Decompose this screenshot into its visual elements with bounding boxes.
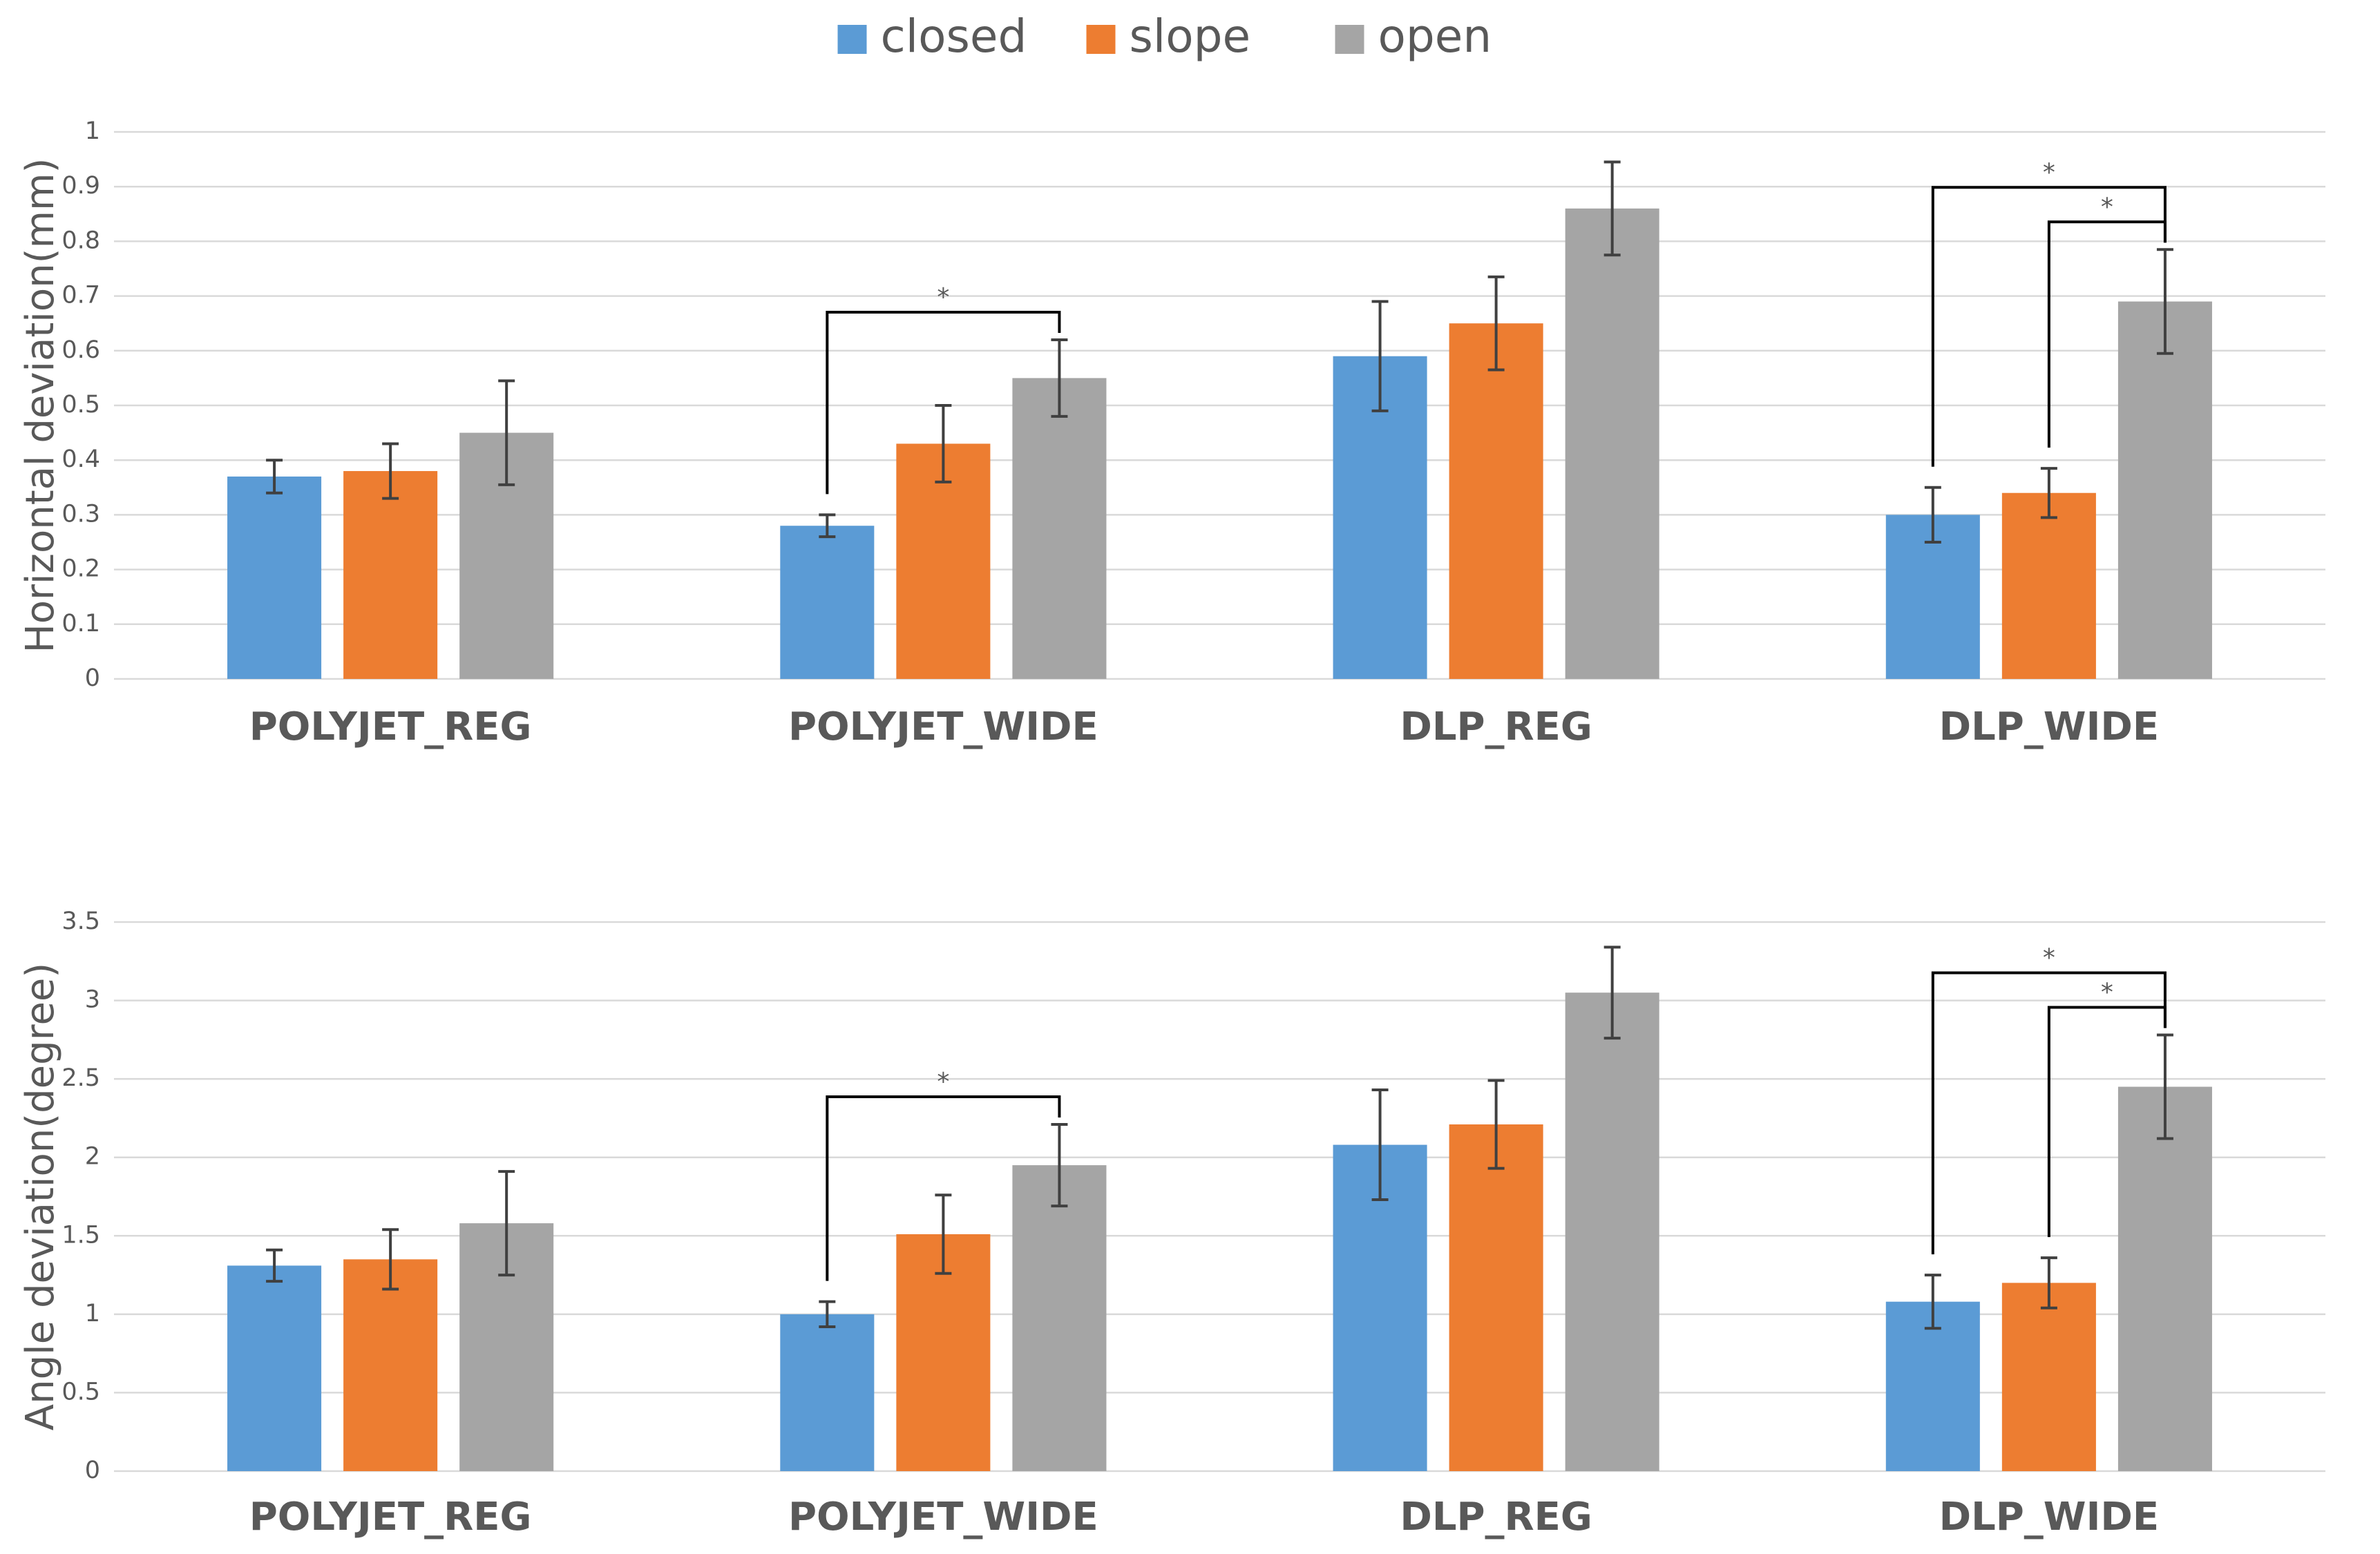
bar: [2117, 1086, 2212, 1471]
y-tick-label: 0.5: [61, 391, 100, 419]
bar: [343, 471, 438, 679]
x-tick-label: DLP_WIDE: [1939, 1495, 2160, 1539]
legend-swatch: [1086, 25, 1116, 54]
error-bar: [266, 459, 283, 495]
bar: [1565, 208, 1659, 679]
y-tick-label: 0.2: [61, 555, 100, 583]
significance-label: *: [2101, 193, 2113, 221]
legend-label: slope: [1130, 10, 1251, 63]
y-tick-label: 3.5: [61, 908, 100, 935]
error-bar: [819, 1300, 836, 1329]
error-bar: [1603, 160, 1621, 257]
error-bar: [1371, 1088, 1389, 1202]
bar: [1449, 1124, 1543, 1471]
y-tick-label: 0.4: [61, 445, 100, 473]
bar: [2117, 301, 2212, 679]
error-bar: [2156, 1033, 2173, 1140]
error-bar: [2040, 1256, 2057, 1310]
error-bar: [1924, 1274, 1941, 1330]
error-bar: [1487, 1079, 1505, 1170]
y-tick-label: 1: [85, 117, 100, 145]
error-bar: [1924, 486, 1941, 544]
significance-label: *: [937, 1068, 949, 1096]
bar: [1012, 1165, 1107, 1471]
bar: [2001, 492, 2096, 679]
bar: [2001, 1283, 2096, 1471]
x-tick-label: DLP_WIDE: [1939, 704, 2160, 749]
x-tick-label: POLYJET_WIDE: [788, 704, 1098, 749]
bar: [780, 1314, 875, 1471]
bar: [227, 1265, 322, 1471]
error-bar: [935, 404, 952, 483]
y-tick-label: 0.6: [61, 336, 100, 364]
significance-label: *: [2043, 158, 2055, 186]
error-bar: [498, 1170, 515, 1277]
significance-bracket: [2047, 220, 2167, 448]
legend-swatch: [1335, 25, 1364, 54]
bar: [1885, 1301, 1980, 1471]
significance-label: *: [937, 283, 949, 311]
error-bar: [1487, 275, 1505, 372]
y-axis-title: Angle deviation(degree): [18, 963, 63, 1430]
significance-label: *: [2101, 979, 2113, 1007]
y-tick-label: 1: [85, 1300, 100, 1327]
significance-bracket: [1931, 971, 2167, 1255]
bar: [780, 526, 875, 679]
x-tick-label: DLP_REG: [1400, 1495, 1592, 1539]
y-tick-label: 0.7: [61, 282, 100, 309]
error-bar: [498, 379, 515, 486]
error-bar: [2156, 248, 2173, 355]
x-tick-label: DLP_REG: [1400, 704, 1592, 749]
error-bar: [1371, 300, 1389, 412]
y-axis-title: Horizontal deviation(mm): [18, 158, 63, 653]
legend-label: closed: [881, 10, 1027, 63]
y-tick-label: 0: [85, 664, 100, 692]
bar: [343, 1259, 438, 1471]
error-bar: [1051, 338, 1068, 418]
error-bar: [819, 513, 836, 539]
y-tick-label: 0: [85, 1457, 100, 1484]
bar: [1449, 323, 1543, 679]
error-bar: [2040, 467, 2057, 519]
error-bar: [382, 442, 399, 500]
y-tick-label: 2: [85, 1143, 100, 1171]
y-tick-label: 1.5: [61, 1221, 100, 1249]
legend-swatch: [837, 25, 867, 54]
significance-bracket: [1931, 186, 2167, 467]
y-tick-label: 2.5: [61, 1064, 100, 1092]
error-bar: [1051, 1123, 1068, 1208]
significance-bracket: [826, 1095, 1061, 1281]
significance-label: *: [2043, 944, 2055, 972]
x-tick-label: POLYJET_WIDE: [788, 1495, 1098, 1539]
error-bar: [935, 1193, 952, 1275]
y-tick-label: 0.5: [61, 1378, 100, 1406]
significance-bracket: [2047, 1006, 2167, 1238]
bar: [1012, 378, 1107, 679]
bar: [227, 476, 322, 679]
y-tick-label: 0.8: [61, 227, 100, 254]
y-tick-label: 0.9: [61, 172, 100, 200]
y-tick-label: 0.1: [61, 610, 100, 637]
x-tick-label: POLYJET_REG: [249, 704, 532, 749]
bar: [1565, 992, 1659, 1471]
error-bar: [382, 1228, 399, 1291]
y-tick-label: 3: [85, 986, 100, 1014]
significance-bracket: [826, 310, 1061, 495]
legend-label: open: [1378, 10, 1492, 63]
y-tick-label: 0.3: [61, 500, 100, 528]
error-bar: [1603, 946, 1621, 1040]
error-bar: [266, 1248, 283, 1283]
x-tick-label: POLYJET_REG: [249, 1495, 532, 1539]
